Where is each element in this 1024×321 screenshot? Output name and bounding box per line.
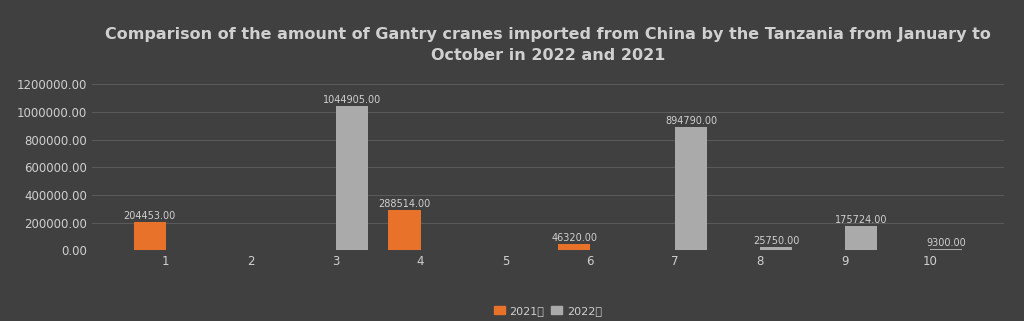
Text: 175724.00: 175724.00 <box>835 215 888 225</box>
Text: 1044905.00: 1044905.00 <box>323 95 381 105</box>
Text: 46320.00: 46320.00 <box>551 233 597 243</box>
Bar <box>760 247 793 250</box>
Text: 9300.00: 9300.00 <box>926 238 966 248</box>
Bar <box>930 249 963 250</box>
Bar <box>336 106 368 250</box>
Title: Comparison of the amount of Gantry cranes imported from China by the Tanzania fr: Comparison of the amount of Gantry crane… <box>104 27 991 63</box>
Text: 288514.00: 288514.00 <box>378 199 430 209</box>
Bar <box>845 226 878 250</box>
Text: 204453.00: 204453.00 <box>124 211 176 221</box>
Bar <box>558 244 590 250</box>
Bar <box>388 211 421 250</box>
Bar <box>675 127 708 250</box>
Text: 894790.00: 894790.00 <box>666 116 718 126</box>
Bar <box>133 222 166 250</box>
Legend: 2021年, 2022年: 2021年, 2022年 <box>489 301 606 320</box>
Text: 25750.00: 25750.00 <box>753 236 800 246</box>
